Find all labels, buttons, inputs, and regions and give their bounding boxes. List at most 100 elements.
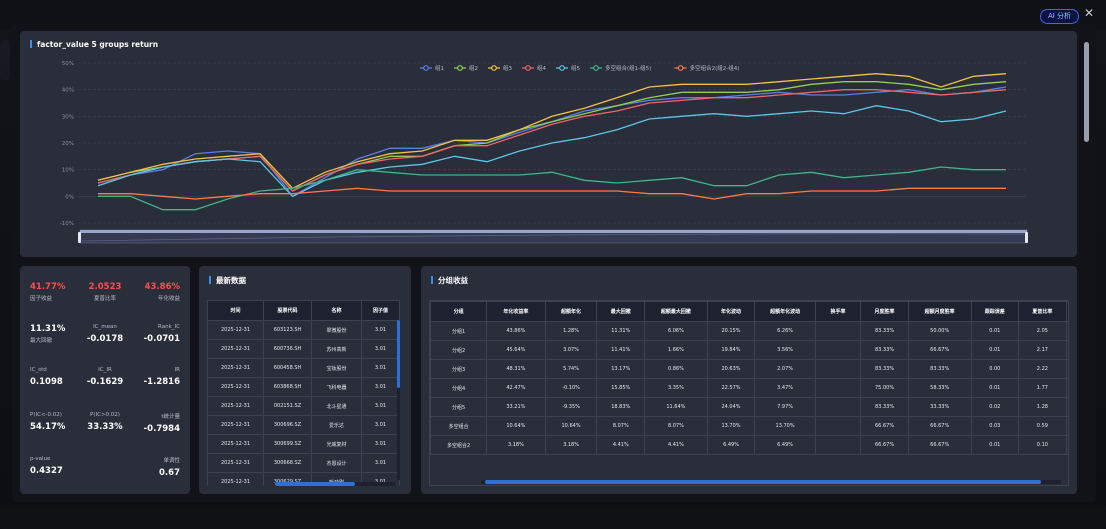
table-cell: 11.64% xyxy=(644,397,708,417)
table-cell: 0.20 xyxy=(1065,321,1068,341)
table-cell: 2025-12-31 xyxy=(207,415,264,435)
table-cell: 3.01 xyxy=(361,396,400,416)
latest-vscroll[interactable] xyxy=(397,320,400,480)
group-row[interactable]: 分组5 33.21% -9.35% 18.83% 11.64% 24.04% 7.97% 83… xyxy=(430,397,1068,417)
legend-marker xyxy=(593,65,599,71)
table-cell: 10.64% xyxy=(544,416,598,436)
table-cell: 24.04% xyxy=(706,397,756,417)
column-header[interactable]: 信息比 xyxy=(1065,301,1068,322)
table-cell: 0.10 xyxy=(1018,435,1067,455)
table-cell: 66.67% xyxy=(860,435,909,455)
legend-marker xyxy=(559,65,565,71)
table-cell: 10.64% xyxy=(486,416,546,436)
metric-value: -0.1629 xyxy=(86,377,124,387)
zoom-handle-right xyxy=(1025,232,1028,243)
table-cell: 2025-12-31 xyxy=(207,377,264,397)
table-cell: 83.33% xyxy=(860,340,909,360)
groups-hscroll[interactable] xyxy=(481,480,1061,484)
column-header[interactable]: 超额最大回撤 xyxy=(644,301,708,322)
column-header[interactable]: 超额月度胜率 xyxy=(907,301,972,322)
column-header[interactable]: 超额年化波动 xyxy=(754,301,816,322)
column-header[interactable]: 月度胜率 xyxy=(860,301,909,322)
latest-row[interactable]: 2025-12-31 300668.SZ 杰恩设计 3.01 xyxy=(207,453,400,473)
latest-row[interactable]: 2025-12-31 300699.SZ 光威复材 3.01 xyxy=(207,434,400,454)
column-header[interactable]: 年化收益率 xyxy=(486,301,546,322)
legend-marker xyxy=(677,65,684,71)
group-row[interactable]: 多空组合 10.64% 10.64% 8.07% 8.07% 13.70% 13.70% 66… xyxy=(430,416,1068,436)
column-header[interactable]: 股票代码 xyxy=(263,300,312,321)
table-cell: 66.67% xyxy=(860,416,909,436)
table-cell: 2025-12-31 xyxy=(207,320,264,340)
metric-label: 最大回撤 xyxy=(30,338,53,344)
latest-row[interactable]: 2025-12-31 600458.SH 宝钛股份 3.01 xyxy=(207,358,400,378)
table-cell: 8.07% xyxy=(644,416,708,436)
metric-label: t统计量 xyxy=(161,414,180,420)
group-returns-panel: 分组收益 分组 年化收益率 超额年化 最大回撤 超额最大回撤 年化波动 超额年化波动 换手率月… xyxy=(421,266,1077,494)
metric-: 单调性 0.67 xyxy=(120,456,180,478)
column-header[interactable]: 时间 xyxy=(207,300,264,321)
metric-ic-std: IC_std 0.1098 xyxy=(30,367,90,387)
group-row[interactable]: 多空组合2 3.18% 3.18% 4.41% 4.41% 6.49% 6.49% 66.67… xyxy=(430,435,1068,455)
latest-row[interactable]: 2025-12-31 600736.SH 苏州高新 3.01 xyxy=(207,339,400,359)
column-header[interactable]: 年化波动 xyxy=(706,301,756,322)
latest-hscroll[interactable] xyxy=(275,482,395,486)
metric-label: P(IC<-0.02) xyxy=(30,412,62,418)
column-header[interactable]: 超额年化 xyxy=(544,301,598,322)
group-row[interactable]: 分组2 45.64% 3.07% 11.41% 1.66% 19.84% 3.56% 83.3… xyxy=(430,340,1068,360)
series-line xyxy=(97,81,1007,192)
modal-scrollbar[interactable] xyxy=(1084,38,1089,500)
y-tick-label: 10% xyxy=(62,168,74,174)
table-cell: 2025-12-31 xyxy=(207,358,264,378)
zoom-preview-line xyxy=(81,233,1025,242)
table-cell: 0.03 xyxy=(970,416,1020,436)
table-cell: 19.84% xyxy=(706,340,756,360)
scrollbar-thumb[interactable] xyxy=(1084,42,1089,142)
table-cell: 83.33% xyxy=(860,321,909,341)
table-cell: 1.28 xyxy=(1018,397,1067,417)
latest-row[interactable]: 2025-12-31 002151.SZ 北斗星通 3.01 xyxy=(207,396,400,416)
table-cell: 300668.SZ xyxy=(263,453,312,473)
group-returns-table: 分组 年化收益率 超额年化 最大回撤 超额最大回撤 年化波动 超额年化波动 换手率 月度胜率 超额… xyxy=(430,301,1068,455)
background-block xyxy=(0,505,1106,529)
background-block xyxy=(0,40,10,80)
metric-value: -1.2816 xyxy=(143,377,180,387)
table-cell: 66.67% xyxy=(907,340,972,360)
table-cell: 2025-12-31 xyxy=(207,396,264,416)
y-tick-label: 20% xyxy=(62,141,74,147)
column-header[interactable]: 跟踪误差 xyxy=(970,301,1020,322)
metric-label: P(IC>0.02) xyxy=(90,412,120,418)
metric-label: 夏普比率 xyxy=(93,296,116,302)
group-row[interactable]: 分组1 43.86% 1.28% 11.31% 6.06% 20.15% 6.26% 83.3… xyxy=(430,321,1068,341)
table-cell: 42.47% xyxy=(486,378,546,398)
column-header[interactable]: 因子值 xyxy=(361,300,400,321)
series-line xyxy=(98,187,1006,200)
table-cell: 83.33% xyxy=(860,397,909,417)
table-cell: 杰恩设计 xyxy=(311,453,362,473)
column-header[interactable]: 换手率 xyxy=(814,301,862,322)
metric-p-ic-0-02: P(IC<-0.02) 54.17% xyxy=(30,412,90,432)
column-header[interactable]: 分组 xyxy=(430,301,488,322)
legend-label: 组4 xyxy=(537,64,547,72)
latest-row[interactable]: 2025-12-31 300696.SZ 爱乐达 3.01 xyxy=(207,415,400,435)
zoom-slider-range xyxy=(80,230,1027,233)
table-cell: 66.67% xyxy=(907,416,972,436)
close-icon[interactable]: ✕ xyxy=(1083,6,1095,20)
group-row[interactable]: 分组3 48.31% 5.74% 13.17% 0.86% 20.63% 2.07% 83.3… xyxy=(430,359,1068,379)
table-cell: -9.35% xyxy=(544,397,598,417)
latest-row[interactable]: 2025-12-31 603123.SH 翠微股份 3.01 xyxy=(207,320,400,340)
scrollbar-thumb[interactable] xyxy=(485,480,1041,484)
metrics-panel: 41.77% 因子收益 2.0523 夏普比率 43.86% 年化收益 11.31% 最大回撤… xyxy=(20,266,190,494)
scrollbar-thumb[interactable] xyxy=(397,320,400,388)
y-tick-label: 0% xyxy=(65,194,74,200)
table-cell: 43.86% xyxy=(486,321,546,341)
column-header[interactable]: 最大回撤 xyxy=(596,301,646,322)
group-row[interactable]: 分组4 42.47% -0.10% 15.85% 3.35% 22.57% 3.47% 75.… xyxy=(430,378,1068,398)
column-header[interactable]: 名称 xyxy=(311,300,362,321)
scrollbar-thumb[interactable] xyxy=(275,482,355,486)
table-cell: 飞科电器 xyxy=(311,377,362,397)
table-cell: 光威复材 xyxy=(311,434,362,454)
table-cell: 2.17 xyxy=(1018,340,1067,360)
latest-row[interactable]: 2025-12-31 603868.SH 飞科电器 3.01 xyxy=(207,377,400,397)
ai-analysis-button[interactable]: AI 分析 xyxy=(1040,9,1079,24)
column-header[interactable]: 夏普比率 xyxy=(1018,301,1067,322)
